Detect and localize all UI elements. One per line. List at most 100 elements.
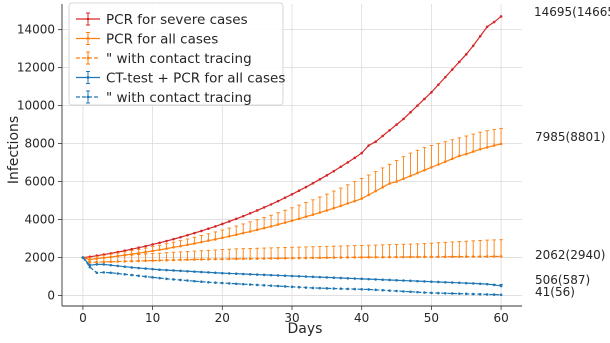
data-point — [172, 258, 175, 262]
data-point — [241, 257, 245, 261]
data-point — [276, 223, 280, 226]
data-point — [297, 256, 301, 260]
data-point — [346, 287, 350, 291]
data-point — [311, 213, 315, 216]
y-tick-label: 12000 — [17, 61, 55, 75]
data-point — [165, 239, 168, 243]
series-2 — [81, 239, 503, 264]
legend-marker — [86, 17, 90, 21]
data-point — [95, 263, 99, 266]
data-point — [339, 256, 343, 259]
data-point — [269, 203, 273, 206]
data-point — [409, 279, 412, 283]
data-point — [221, 257, 224, 261]
data-point — [416, 279, 419, 283]
data-point — [227, 220, 231, 223]
data-point — [437, 163, 440, 166]
series-layer — [81, 15, 503, 297]
data-point — [234, 257, 238, 261]
end-labels: 14695(14665) 7985(8801) 2062(2940) 506(587)… — [534, 5, 610, 299]
data-point — [88, 261, 92, 264]
y-axis-title: Infections — [6, 116, 22, 184]
data-point — [471, 292, 475, 296]
data-point — [346, 256, 350, 259]
data-point — [234, 217, 238, 221]
data-point — [451, 255, 454, 258]
data-point — [158, 248, 161, 252]
data-point — [423, 280, 426, 283]
data-point — [451, 68, 454, 71]
data-point — [144, 250, 147, 254]
data-point — [158, 268, 161, 272]
data-point — [423, 168, 426, 172]
data-point — [179, 244, 182, 248]
data-point — [395, 289, 398, 293]
data-point — [95, 271, 99, 275]
data-point — [437, 83, 440, 87]
data-point — [234, 233, 238, 237]
data-point — [381, 278, 384, 281]
data-point — [353, 287, 357, 291]
data-point — [374, 278, 377, 281]
data-point — [102, 263, 106, 266]
data-point — [485, 25, 489, 29]
end-label-0: 14695(14665) — [534, 5, 610, 19]
data-point — [304, 275, 308, 278]
data-point — [123, 249, 127, 253]
data-point — [395, 123, 398, 126]
data-point — [457, 255, 461, 258]
data-point — [304, 185, 308, 189]
data-point — [186, 258, 189, 261]
x-tick-label: 30 — [284, 311, 299, 325]
data-point — [137, 246, 140, 249]
data-point — [367, 193, 370, 197]
data-point — [325, 174, 329, 177]
data-point — [430, 291, 433, 295]
data-point — [262, 283, 266, 287]
data-point — [471, 44, 475, 48]
data-point — [360, 287, 363, 291]
data-point — [137, 274, 140, 278]
data-point — [193, 242, 196, 245]
data-point — [116, 264, 120, 268]
data-point — [255, 273, 259, 276]
data-point — [423, 255, 426, 259]
data-point — [318, 178, 322, 181]
data-point — [207, 271, 210, 274]
data-point — [158, 276, 161, 280]
data-point — [360, 277, 363, 281]
data-point — [81, 256, 85, 259]
data-point — [283, 196, 287, 200]
data-point — [297, 217, 301, 221]
data-point — [332, 206, 336, 210]
data-point — [241, 272, 245, 276]
data-point — [158, 259, 161, 262]
data-point — [172, 269, 175, 272]
data-point — [353, 156, 357, 160]
x-tick-label: 40 — [354, 311, 369, 325]
y-tick-label: 2000 — [24, 251, 55, 265]
data-point — [241, 231, 245, 235]
data-point — [395, 255, 398, 259]
data-point — [339, 165, 343, 169]
data-point — [478, 34, 482, 38]
data-point — [109, 263, 113, 267]
data-point — [193, 279, 196, 283]
data-point — [200, 258, 203, 261]
data-point — [464, 53, 468, 56]
y-tick-label: 8000 — [24, 137, 55, 151]
data-point — [325, 287, 329, 290]
data-point — [123, 272, 127, 276]
data-point — [144, 267, 147, 270]
data-point — [200, 280, 203, 283]
end-label-2: 2062(2940) — [535, 248, 605, 262]
data-point — [290, 193, 294, 196]
data-point — [360, 255, 363, 259]
data-point — [290, 274, 294, 278]
series-4 — [81, 256, 503, 297]
data-point — [325, 209, 329, 212]
x-tick-label: 60 — [493, 311, 508, 325]
data-point — [227, 257, 231, 261]
data-point — [395, 278, 398, 282]
data-point — [165, 277, 168, 281]
